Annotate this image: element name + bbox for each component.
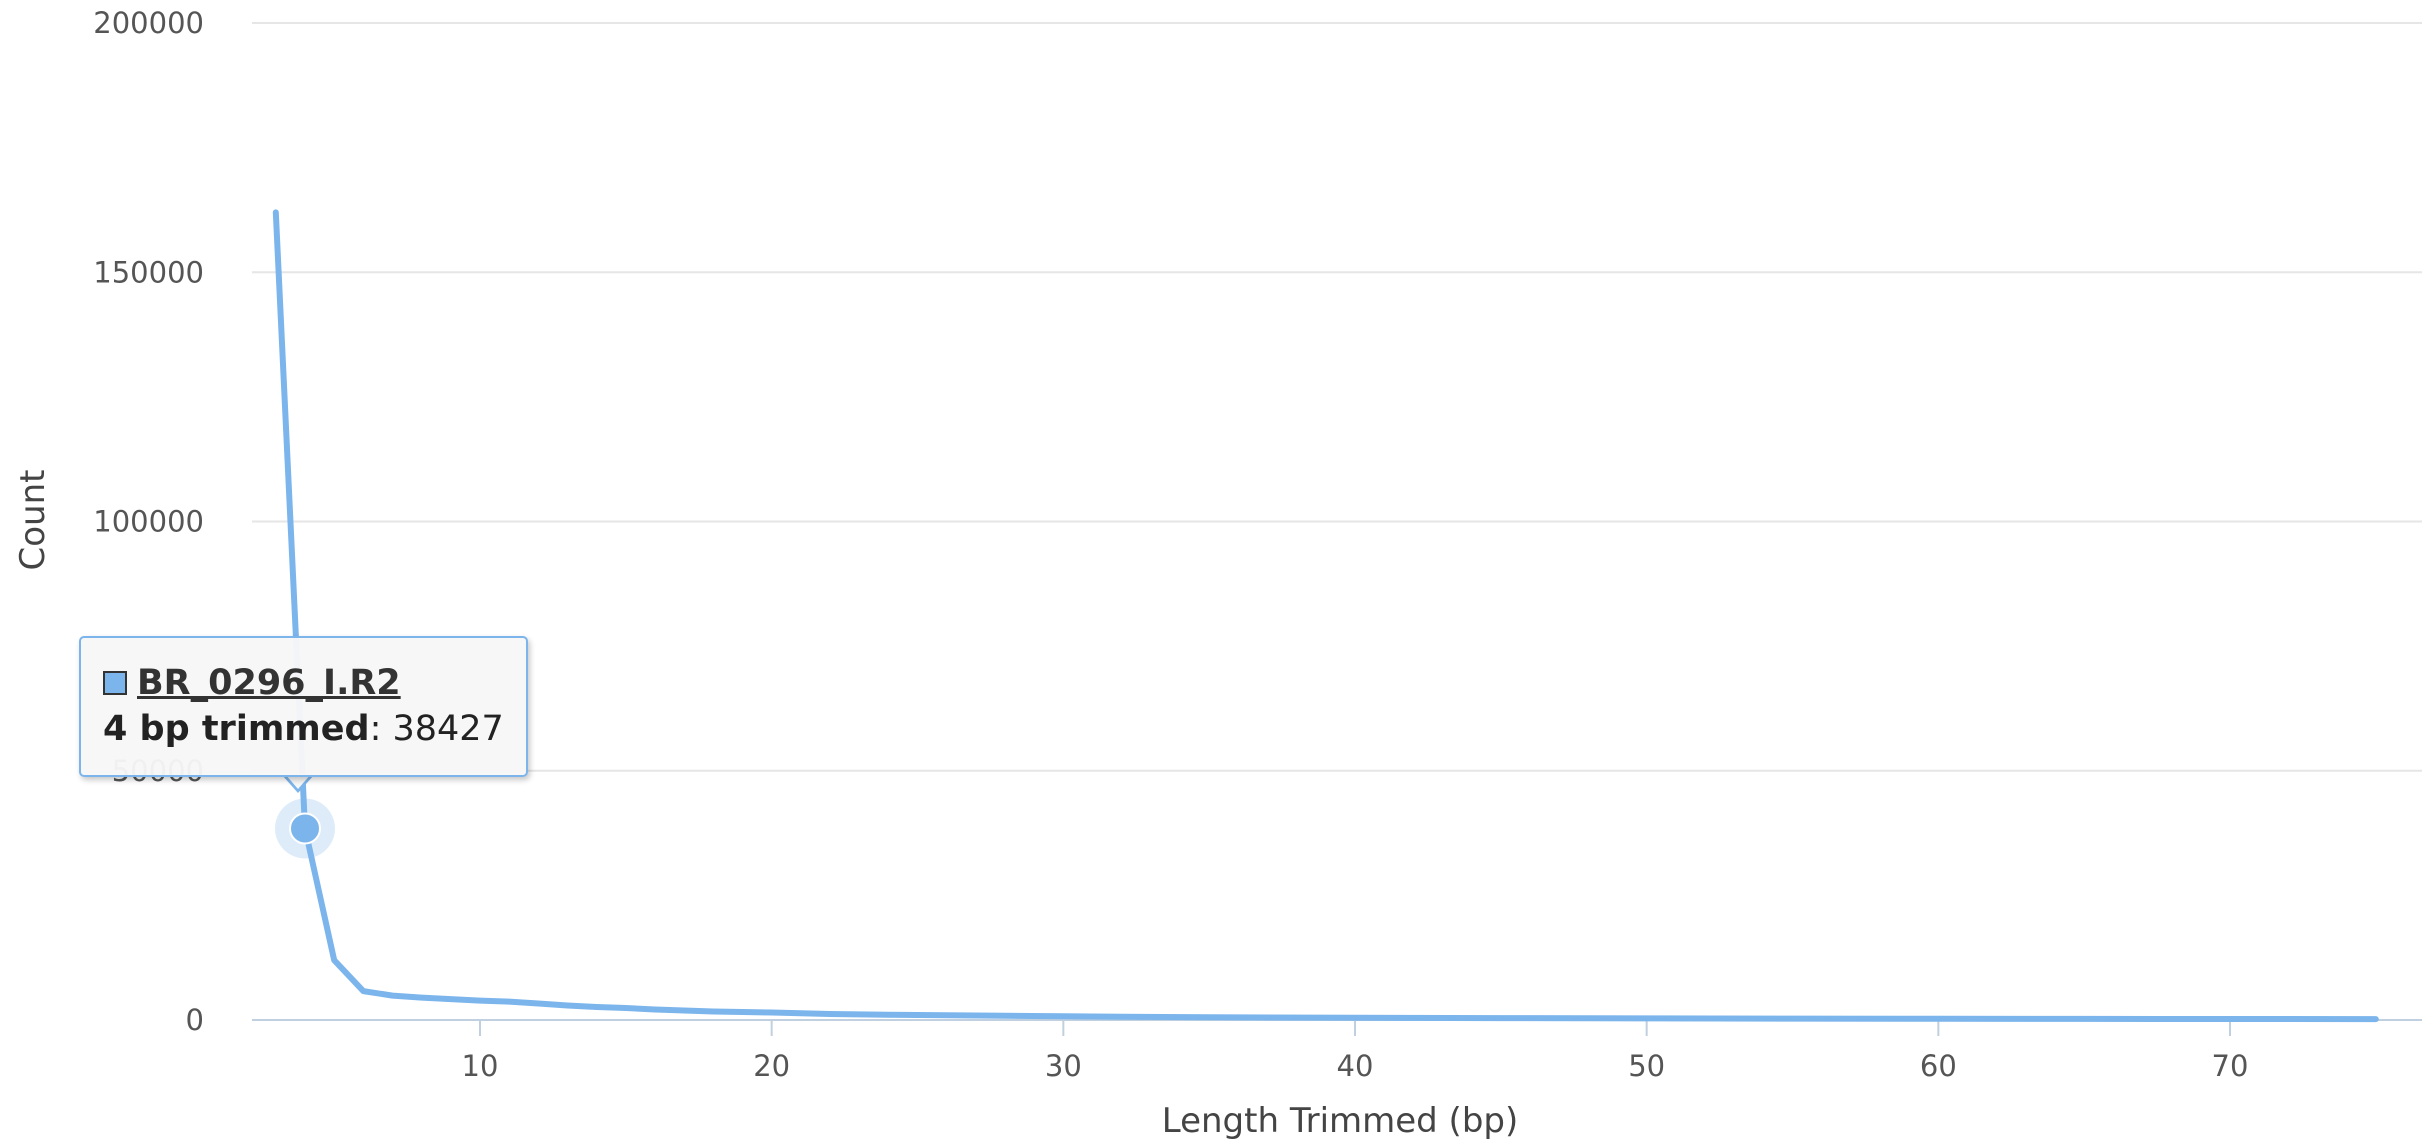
y-axis-title: Count: [13, 470, 53, 571]
x-axis-title: Length Trimmed (bp): [1162, 1101, 1519, 1141]
tooltip: BR_0296_I.R2 4 bp trimmed: 38427: [79, 636, 528, 777]
tooltip-series-name[interactable]: BR_0296_I.R2: [137, 663, 401, 703]
tooltip-point-label: 4 bp trimmed: [103, 709, 370, 749]
tooltip-value-row: 4 bp trimmed: 38427: [103, 709, 504, 749]
y-tick-label: 200000: [93, 6, 204, 40]
y-axis-tick-labels: 050000100000150000200000: [93, 6, 204, 1037]
y-tick-label: 100000: [93, 505, 204, 539]
series-swatch-icon: [103, 671, 127, 695]
x-tick-label: 30: [1045, 1049, 1082, 1083]
x-tick-label: 50: [1628, 1049, 1665, 1083]
hover-marker-layer: [275, 798, 335, 859]
x-tick-label: 40: [1337, 1049, 1374, 1083]
series-layer[interactable]: [272, 209, 2379, 1023]
tooltip-series-row: BR_0296_I.R2: [103, 660, 504, 706]
x-axis-tick-labels: 10 20 30 40 50 60 70: [462, 1049, 2249, 1083]
tooltip-point-value: 38427: [392, 709, 504, 749]
x-tick-label: 20: [753, 1049, 790, 1083]
x-tick-label: 10: [462, 1049, 499, 1083]
tooltip-pointer-inner: [285, 774, 311, 789]
y-tick-label: 0: [186, 1003, 204, 1037]
x-axis: [252, 1019, 2422, 1036]
y-tick-label: 150000: [93, 255, 204, 289]
series-line[interactable]: [272, 209, 2379, 1023]
hover-point: [289, 812, 321, 845]
grid-lines: [252, 22, 2422, 772]
x-tick-label: 60: [1920, 1049, 1957, 1083]
x-tick-label: 70: [2212, 1049, 2249, 1083]
